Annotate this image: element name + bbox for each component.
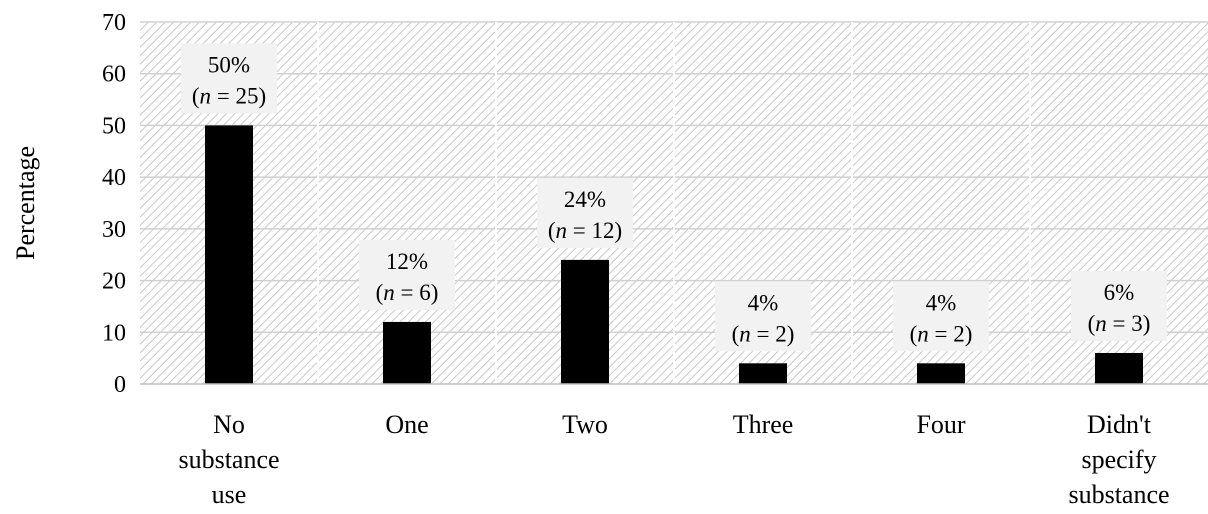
data-label-box — [537, 177, 633, 248]
x-category-label: substance — [1068, 480, 1169, 509]
data-label-percent: 4% — [748, 290, 779, 315]
x-category-label: One — [385, 410, 428, 439]
data-label-percent: 50% — [208, 52, 250, 77]
x-category-label: Two — [562, 410, 608, 439]
x-category-label: specify — [1081, 445, 1156, 474]
y-axis-ticks: 0 10 20 30 40 50 60 70 — [102, 10, 126, 398]
bar — [739, 363, 787, 384]
y-tick-label: 40 — [102, 165, 126, 191]
bar — [1095, 352, 1143, 384]
data-label-box — [715, 281, 811, 352]
data-label-box — [893, 281, 989, 352]
y-tick-label: 70 — [102, 10, 126, 36]
data-label-percent: 24% — [564, 187, 606, 212]
x-category-label: No — [213, 410, 245, 439]
data-label-count: (n = 2) — [732, 321, 795, 346]
data-label-box — [181, 43, 277, 114]
data-label-box — [359, 239, 455, 310]
data-label-box — [1071, 270, 1167, 341]
y-tick-label: 60 — [102, 62, 126, 88]
data-label-count: (n = 12) — [548, 218, 622, 243]
y-tick-label: 0 — [114, 372, 126, 398]
x-axis-categories: No substance use One Two Three Four Didn't speci… — [178, 410, 1169, 509]
category-dividers — [317, 22, 1031, 384]
data-label-percent: 6% — [1104, 280, 1135, 305]
data-label-count: (n = 25) — [192, 83, 266, 108]
y-tick-label: 20 — [102, 269, 126, 295]
bar — [205, 125, 253, 384]
y-axis-label: Percentage — [11, 146, 40, 260]
y-tick-label: 50 — [102, 113, 126, 139]
x-category-label: Didn't — [1087, 410, 1152, 439]
data-label-count: (n = 6) — [376, 280, 439, 305]
x-category-label: Four — [916, 410, 965, 439]
y-tick-label: 30 — [102, 217, 126, 243]
y-tick-label: 10 — [102, 320, 126, 346]
data-labels: 50% (n = 25) 12% (n = 6) 24% (n = 12) 4% (n = 2… — [181, 43, 1167, 352]
x-category-label: use — [212, 480, 247, 509]
bar — [917, 363, 965, 384]
bar — [383, 321, 431, 384]
data-label-count: (n = 2) — [910, 321, 973, 346]
data-label-count: (n = 3) — [1088, 311, 1151, 336]
bars — [205, 125, 1143, 384]
data-label-percent: 4% — [926, 290, 957, 315]
data-label-percent: 12% — [386, 249, 428, 274]
x-category-label: Three — [733, 410, 794, 439]
x-category-label: substance — [178, 445, 279, 474]
bar — [561, 259, 609, 384]
